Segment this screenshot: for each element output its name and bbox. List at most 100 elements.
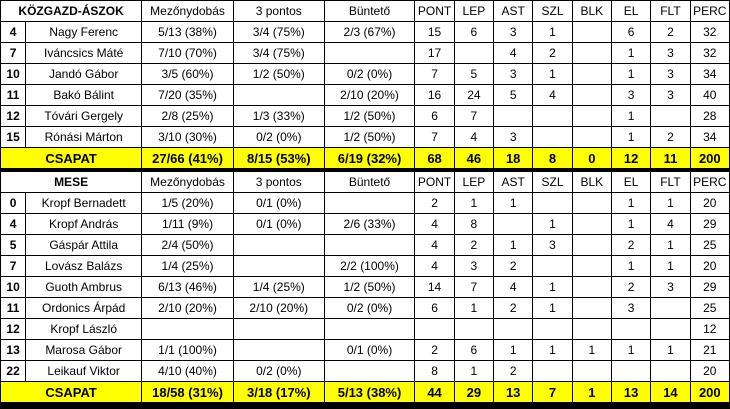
col-3pontos-value: 3/4 (75%)	[233, 22, 324, 42]
col-3pontos-header: 3 pontos	[233, 172, 324, 192]
player-name: Marosa Gábor	[26, 340, 142, 360]
col-el-value: 3	[611, 298, 651, 318]
col-pont-header: PONT	[415, 172, 454, 192]
col-ast-value: 5	[494, 85, 533, 105]
col-perc-value: 25	[690, 298, 729, 318]
col-mezonydobas-value: 6/13 (46%)	[142, 277, 233, 297]
col-3pontos-value	[233, 319, 324, 339]
total-label: CSAPAT	[1, 148, 142, 168]
col-pont-value: 4	[415, 235, 454, 255]
col-mezonydobas-value: 3/5 (60%)	[142, 64, 233, 84]
col-szl-value	[533, 106, 572, 126]
col-lep-total: 29	[454, 382, 494, 402]
player-number: 7	[1, 256, 26, 276]
col-lep-value	[454, 43, 494, 63]
col-ast-value: 1	[494, 193, 533, 213]
col-mezonydobas-value: 2/8 (25%)	[142, 106, 233, 126]
player-row: 12 Kropf László 12	[1, 319, 729, 339]
col-el-value	[611, 319, 651, 339]
col-flt-value: 1	[651, 340, 690, 360]
col-mezonydobas-total: 27/66 (41%)	[142, 148, 233, 168]
player-row: 22 Leikauf Viktor 4/10 (40%) 0/2 (0%) 8 1 2 20	[1, 361, 729, 381]
col-blk-value: 1	[572, 340, 611, 360]
col-perc-total: 200	[690, 148, 729, 168]
col-pont-value: 17	[415, 43, 454, 63]
col-bunteto-value: 0/2 (0%)	[324, 64, 415, 84]
col-bunteto-value: 2/10 (20%)	[324, 85, 415, 105]
col-perc-value: 29	[690, 214, 729, 234]
col-3pontos-value: 0/1 (0%)	[233, 214, 324, 234]
player-number: 10	[1, 64, 26, 84]
col-flt-header: FLT	[651, 172, 690, 192]
player-name: Guoth Ambrus	[26, 277, 142, 297]
col-mezonydobas-value: 4/10 (40%)	[142, 361, 233, 381]
col-ast-value: 3	[494, 127, 533, 147]
col-el-total: 12	[611, 148, 651, 168]
col-perc-value: 21	[690, 340, 729, 360]
col-mezonydobas-value: 1/11 (9%)	[142, 214, 233, 234]
col-flt-value: 3	[651, 85, 690, 105]
col-lep-value: 5	[454, 64, 494, 84]
col-bunteto-value	[324, 319, 415, 339]
col-mezonydobas-value: 7/10 (70%)	[142, 43, 233, 63]
col-perc-value: 34	[690, 64, 729, 84]
col-el-value: 1	[611, 256, 651, 276]
col-flt-value: 1	[651, 235, 690, 255]
player-row: 10 Jandó Gábor 3/5 (60%) 1/2 (50%) 0/2 (0%) 7…	[1, 64, 729, 84]
col-pont-value: 15	[415, 22, 454, 42]
col-perc-value: 32	[690, 22, 729, 42]
col-flt-value	[651, 361, 690, 381]
col-bunteto-header: Büntető	[324, 172, 415, 192]
col-blk-total: 1	[572, 382, 611, 402]
col-lep-value: 7	[454, 277, 494, 297]
col-flt-value: 1	[651, 193, 690, 213]
col-flt-total: 14	[651, 382, 690, 402]
team-total-row: CSAPAT 27/66 (41%) 8/15 (53%) 6/19 (32%) 68 4…	[1, 148, 729, 168]
col-lep-value: 1	[454, 361, 494, 381]
col-lep-value: 8	[454, 214, 494, 234]
col-bunteto-value: 2/2 (100%)	[324, 256, 415, 276]
col-mezonydobas-value	[142, 319, 233, 339]
player-name: Nagy Ferenc	[26, 22, 142, 42]
col-perc-value: 20	[690, 256, 729, 276]
col-pont-value: 4	[415, 214, 454, 234]
player-number: 22	[1, 361, 26, 381]
col-szl-value	[533, 127, 572, 147]
col-pont-value: 14	[415, 277, 454, 297]
player-row: 7 Lovász Balázs 1/4 (25%) 2/2 (100%) 4 3 2 1 1 20	[1, 256, 729, 276]
col-ast-value: 1	[494, 340, 533, 360]
separator-cell	[1, 169, 729, 171]
col-blk-value	[572, 43, 611, 63]
col-blk-value	[572, 277, 611, 297]
col-lep-value: 24	[454, 85, 494, 105]
col-lep-header: LEP	[454, 1, 494, 21]
col-pont-header: PONT	[415, 1, 454, 21]
col-el-value: 1	[611, 64, 651, 84]
col-szl-value: 1	[533, 298, 572, 318]
player-number: 5	[1, 235, 26, 255]
col-szl-value	[533, 361, 572, 381]
col-mezonydobas-value: 7/20 (35%)	[142, 85, 233, 105]
col-3pontos-value	[233, 85, 324, 105]
player-number: 4	[1, 214, 26, 234]
col-flt-value: 3	[651, 64, 690, 84]
col-lep-value: 6	[454, 340, 494, 360]
col-mezonydobas-value: 1/5 (20%)	[142, 193, 233, 213]
col-el-value: 6	[611, 22, 651, 42]
col-szl-header: SZL	[533, 1, 572, 21]
col-blk-value	[572, 193, 611, 213]
col-szl-header: SZL	[533, 172, 572, 192]
col-flt-value	[651, 106, 690, 126]
player-number: 4	[1, 22, 26, 42]
col-lep-value: 4	[454, 127, 494, 147]
col-ast-value: 2	[494, 256, 533, 276]
player-number: 11	[1, 298, 26, 318]
player-row: 4 Nagy Ferenc 5/13 (38%) 3/4 (75%) 2/3 (67%)…	[1, 22, 729, 42]
col-blk-value	[572, 22, 611, 42]
player-number: 7	[1, 43, 26, 63]
col-pont-value	[415, 319, 454, 339]
team-separator	[1, 169, 729, 171]
col-flt-value: 3	[651, 277, 690, 297]
col-blk-value	[572, 85, 611, 105]
col-bunteto-value	[324, 361, 415, 381]
